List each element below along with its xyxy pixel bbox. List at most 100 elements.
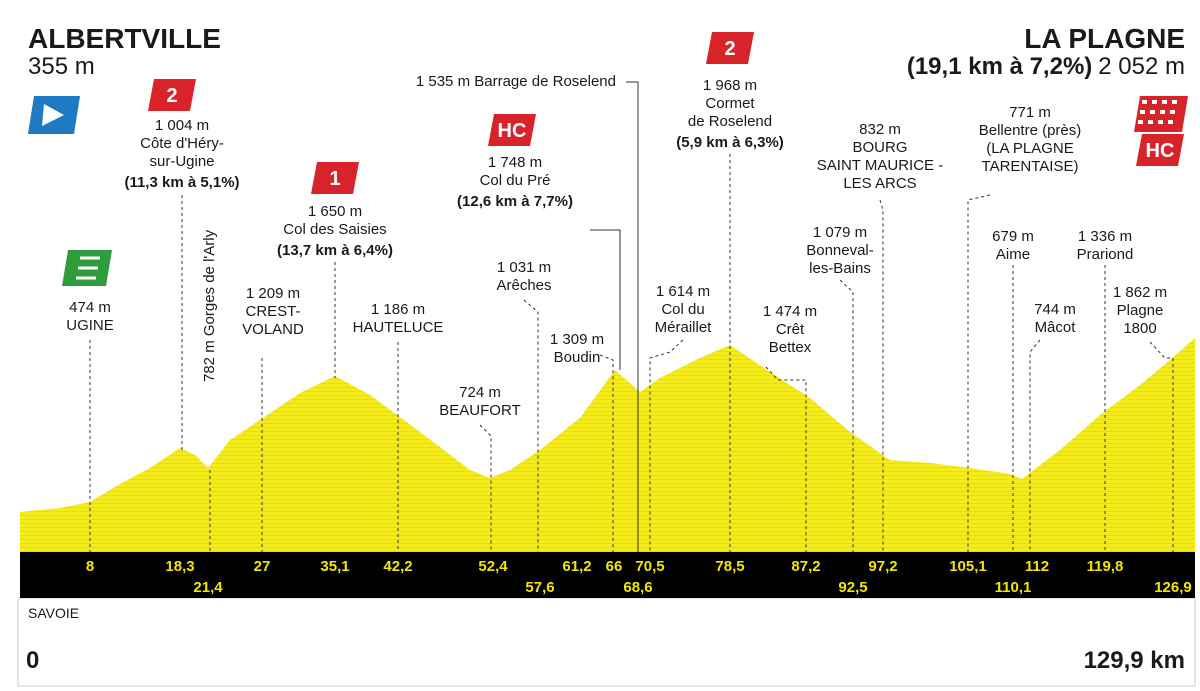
km-label: 57,6 xyxy=(525,579,554,596)
badge-shape xyxy=(1136,134,1184,166)
climb-label: (11,3 km à 5,1%) xyxy=(124,174,239,191)
waypoint-label: Méraillet xyxy=(655,319,713,336)
waypoint-label: 1 186 m xyxy=(371,301,425,318)
waypoint-label: 1 004 m xyxy=(155,117,209,134)
km-label: 112 xyxy=(1025,558,1049,575)
badge-text: 2 xyxy=(724,38,735,60)
waypoint-label: 1 209 m xyxy=(246,285,300,302)
waypoint-label: Crêt xyxy=(776,321,805,338)
climb-badge: HC xyxy=(488,114,536,146)
km-label: 18,3 xyxy=(165,558,194,575)
waypoint-label: 1 474 m xyxy=(763,303,817,320)
waypoint-label: 1 079 m xyxy=(813,224,867,241)
start-km: 0 xyxy=(26,647,39,674)
waypoint-label: Prariond xyxy=(1077,246,1134,263)
leader-line xyxy=(765,366,807,552)
leader-line xyxy=(649,339,684,552)
waypoint-label: Mâcot xyxy=(1035,319,1077,336)
waypoint-label: 1 031 m xyxy=(497,259,551,276)
climb-label: (13,7 km à 6,4%) xyxy=(277,242,393,259)
waypoint-label: BOURG xyxy=(852,139,907,156)
finish-line: (19,1 km à 7,2%) 2 052 m xyxy=(907,53,1185,80)
waypoint-label: HAUTELUCE xyxy=(353,319,444,336)
km-label: 70,5 xyxy=(635,558,664,575)
km-label: 126,9 xyxy=(1154,579,1192,596)
climb-badge: HC xyxy=(1136,134,1184,166)
km-band xyxy=(20,552,1195,598)
climb-badge: 1 xyxy=(311,162,359,194)
waypoint-label: LES ARCS xyxy=(843,175,916,192)
waypoint-label: sur-Ugine xyxy=(149,153,214,170)
waypoint-label: Bettex xyxy=(769,339,812,356)
km-label: 8 xyxy=(86,558,94,575)
sprint-icon xyxy=(62,250,112,286)
km-label: 27 xyxy=(254,558,271,575)
waypoint-label: Cormet xyxy=(705,95,755,112)
waypoint-label: Côte d'Héry- xyxy=(140,135,224,152)
waypoint-label: UGINE xyxy=(66,317,114,334)
km-label: 92,5 xyxy=(838,579,867,596)
waypoint-label: 1 650 m xyxy=(308,203,362,220)
waypoint-label: Plagne xyxy=(1117,302,1164,319)
leader-line xyxy=(599,354,614,552)
leader-line xyxy=(626,81,639,552)
waypoint-label: BEAUFORT xyxy=(439,402,520,419)
badge-text: 1 xyxy=(329,168,340,190)
waypoint-label: SAINT MAURICE - xyxy=(817,157,943,174)
region: SAVOIE xyxy=(28,605,79,621)
leader-line xyxy=(967,194,991,552)
km-label: 110,1 xyxy=(995,579,1032,596)
badge-text: 2 xyxy=(166,85,177,107)
waypoint-label: 724 m xyxy=(459,384,501,401)
km-label: 78,5 xyxy=(715,558,744,575)
waypoint-label: Bellentre (près) xyxy=(979,122,1082,139)
km-label: 61,2 xyxy=(562,558,591,575)
waypoint-label: 1 535 m Barrage de Roselend xyxy=(416,73,616,90)
waypoint-label: CREST- xyxy=(245,303,300,320)
waypoint-label: 1 748 m xyxy=(488,154,542,171)
km-label: 21,4 xyxy=(193,579,223,596)
km-label: 52,4 xyxy=(478,558,508,575)
leader-line xyxy=(1149,341,1174,552)
waypoint-label: 1800 xyxy=(1123,320,1156,337)
waypoint-label: 1 614 m xyxy=(656,283,710,300)
badge-shape xyxy=(311,162,359,194)
km-label: 66 xyxy=(606,558,623,575)
waypoint-label: Arêches xyxy=(496,277,551,294)
km-label: 105,1 xyxy=(949,558,987,575)
profile xyxy=(20,338,1195,552)
waypoint-label: Bonneval- xyxy=(806,242,874,259)
leader-line xyxy=(479,424,492,552)
waypoint-label: VOLAND xyxy=(242,321,304,338)
waypoint-label: 679 m xyxy=(992,228,1034,245)
climb-badge: 2 xyxy=(706,32,754,64)
waypoint-label: 744 m xyxy=(1034,301,1076,318)
climb-badge: 2 xyxy=(148,79,196,111)
finish-flag xyxy=(1134,96,1188,132)
badge-shape xyxy=(148,79,196,111)
climb-label: (5,9 km à 6,3%) xyxy=(676,134,784,151)
start-name: ALBERTVILLE xyxy=(28,23,221,54)
finish-climb: (19,1 km à 7,2%) xyxy=(907,53,1092,80)
badge-text: HC xyxy=(498,120,527,142)
km-label: 42,2 xyxy=(383,558,412,575)
waypoint-label: 1 336 m xyxy=(1078,228,1132,245)
km-label: 97,2 xyxy=(868,558,897,575)
badge-shape xyxy=(488,114,536,146)
waypoint-label: 1 968 m xyxy=(703,77,757,94)
start-flag xyxy=(28,96,80,134)
km-label: 68,6 xyxy=(623,579,652,596)
waypoint-label: 1 862 m xyxy=(1113,284,1167,301)
badge-text: HC xyxy=(1146,140,1175,162)
start-altitude: 355 m xyxy=(28,53,95,80)
waypoint-label: Boudin xyxy=(554,349,601,366)
km-label: 35,1 xyxy=(320,558,349,575)
waypoint-label: 832 m xyxy=(859,121,901,138)
waypoint-label: 782 m Gorges de l'Arly xyxy=(201,229,218,382)
footer-box xyxy=(17,597,1196,687)
waypoint-label: Col du xyxy=(661,301,704,318)
badge-shape xyxy=(706,32,754,64)
km-label: 87,2 xyxy=(791,558,820,575)
waypoint-label: Col du Pré xyxy=(480,172,551,189)
